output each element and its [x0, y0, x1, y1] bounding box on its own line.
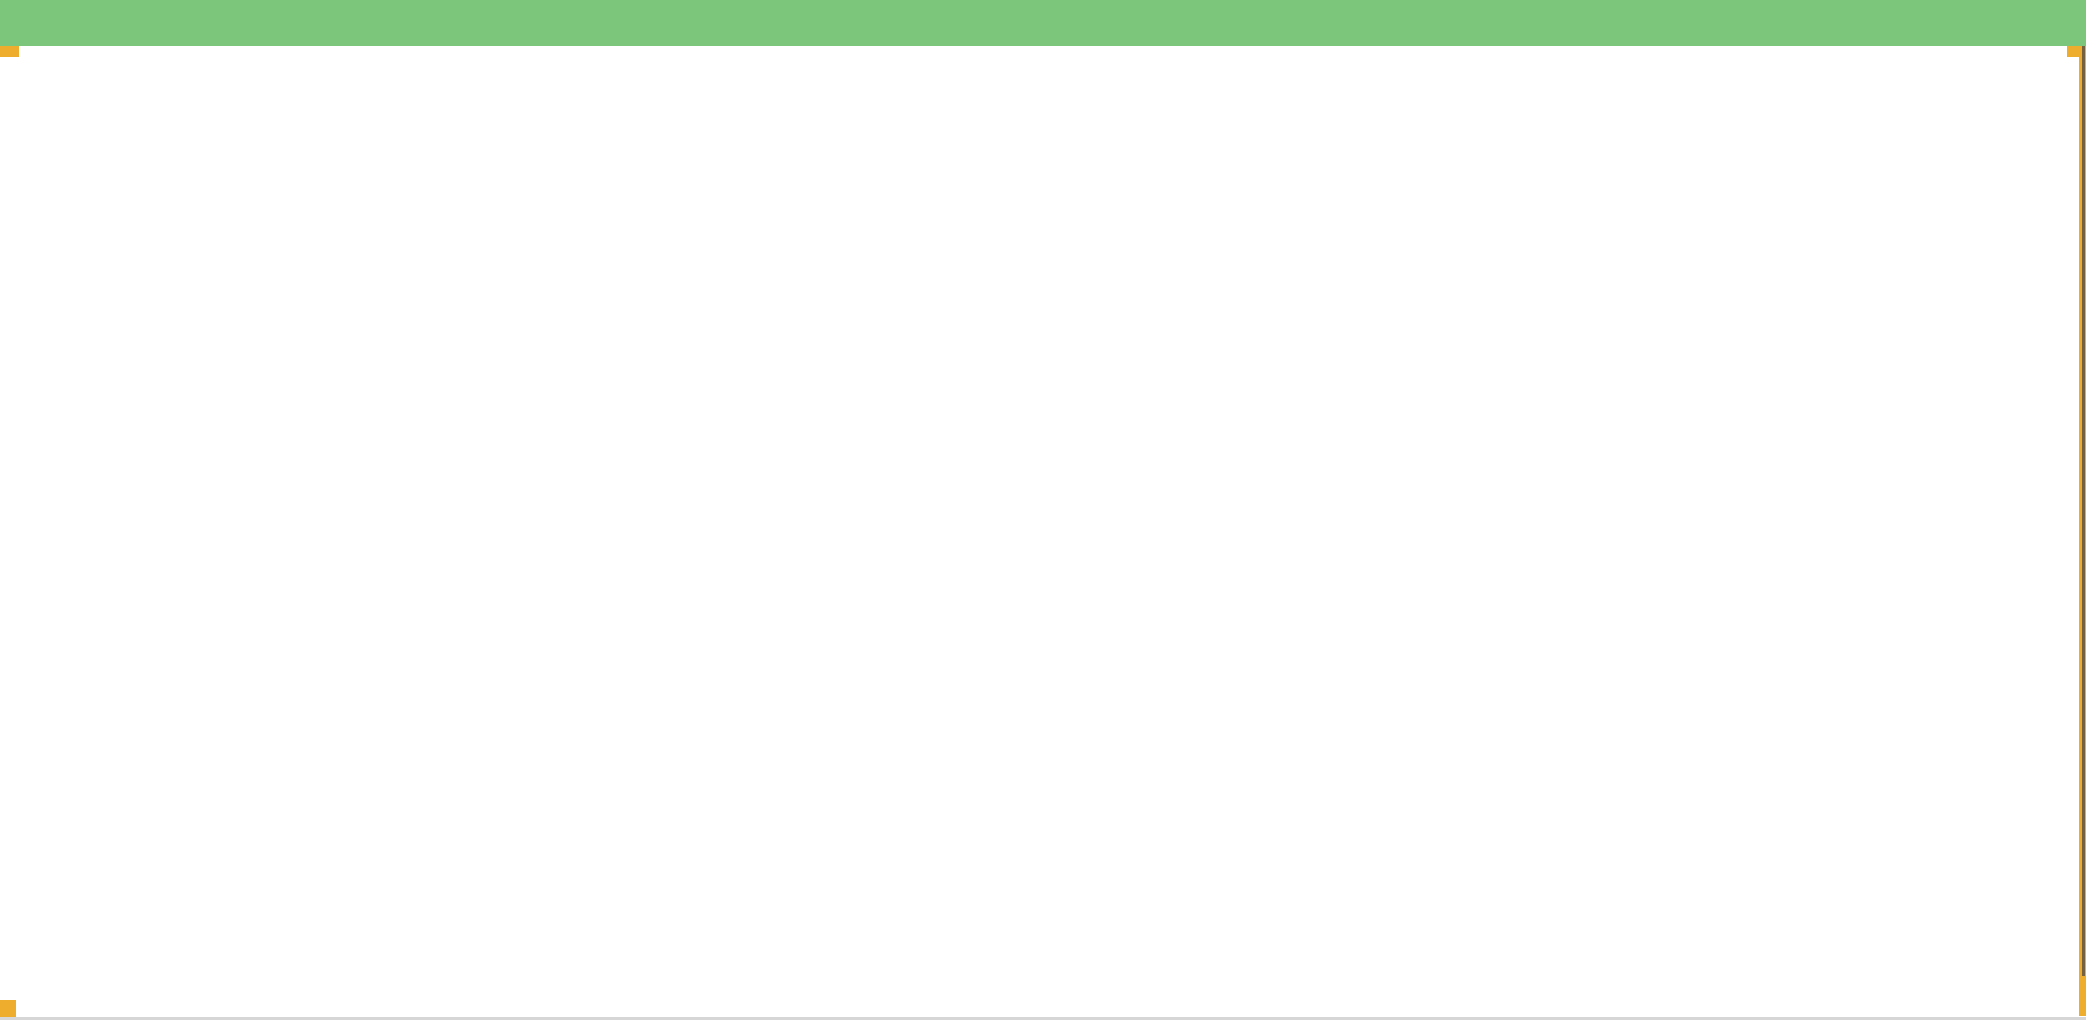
slide [0, 0, 2086, 1031]
scatter-plot-canvas [0, 0, 2086, 1031]
